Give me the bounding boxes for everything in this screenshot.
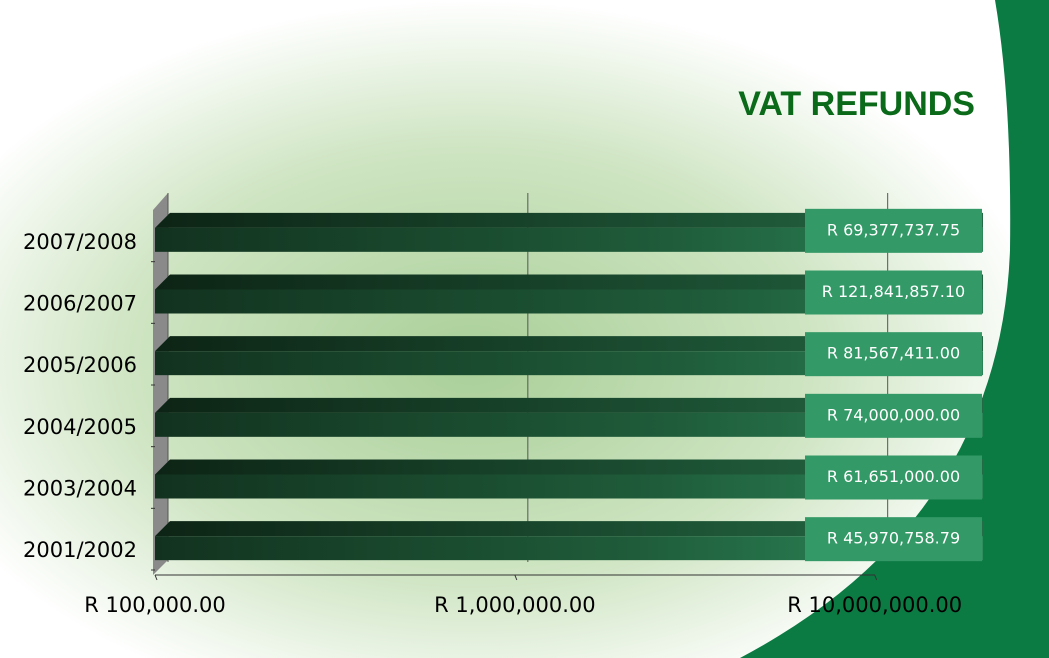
bars <box>155 212 983 561</box>
value-label: R 61,651,000.00 <box>827 467 960 486</box>
x-tick <box>874 574 878 581</box>
value-label-box <box>805 455 982 500</box>
y-tick-label: 2001/2002 <box>23 538 137 562</box>
value-label-box <box>805 208 982 253</box>
value-label: R 74,000,000.00 <box>827 405 960 424</box>
bar-top <box>155 397 983 413</box>
bar-top <box>155 212 983 228</box>
y-tick-label: 2007/2008 <box>23 230 137 254</box>
value-label-box <box>805 517 982 562</box>
chart-title: VAT REFUNDS <box>738 85 975 123</box>
bar-top <box>155 459 983 475</box>
y-tick-label: 2003/2004 <box>23 477 137 501</box>
value-label: R 81,567,411.00 <box>827 344 960 363</box>
bar-top <box>155 521 983 537</box>
y-tick-label: 2006/2007 <box>23 292 137 316</box>
x-tick-label: R 100,000.00 <box>84 593 226 617</box>
x-tick <box>154 574 158 581</box>
x-tick <box>514 574 518 581</box>
value-label: R 121,841,857.10 <box>822 282 965 301</box>
y-tick-label: 2004/2005 <box>23 415 137 439</box>
x-tick-label: R 10,000,000.00 <box>787 593 962 617</box>
value-label-box <box>805 332 982 377</box>
y-tick-label: 2005/2006 <box>23 353 137 377</box>
value-label: R 45,970,758.79 <box>827 529 960 548</box>
value-label-box <box>805 270 982 315</box>
bar-top <box>155 274 983 290</box>
value-label: R 69,377,737.75 <box>827 220 960 239</box>
value-label-box <box>805 393 982 438</box>
bar-top <box>155 336 983 352</box>
x-tick-label: R 1,000,000.00 <box>434 593 596 617</box>
